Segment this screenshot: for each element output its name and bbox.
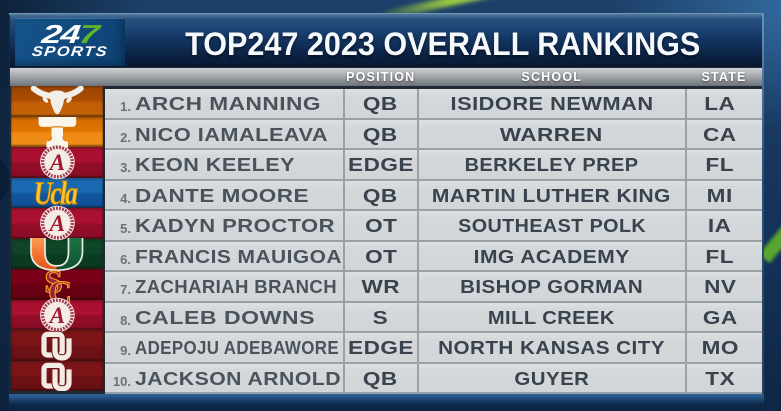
svg-text:S: S (44, 265, 62, 301)
svg-text:Ucla: Ucla (34, 176, 78, 212)
svg-text:A: A (48, 150, 65, 175)
svg-text:A: A (48, 303, 65, 328)
svg-text:A: A (48, 211, 65, 236)
